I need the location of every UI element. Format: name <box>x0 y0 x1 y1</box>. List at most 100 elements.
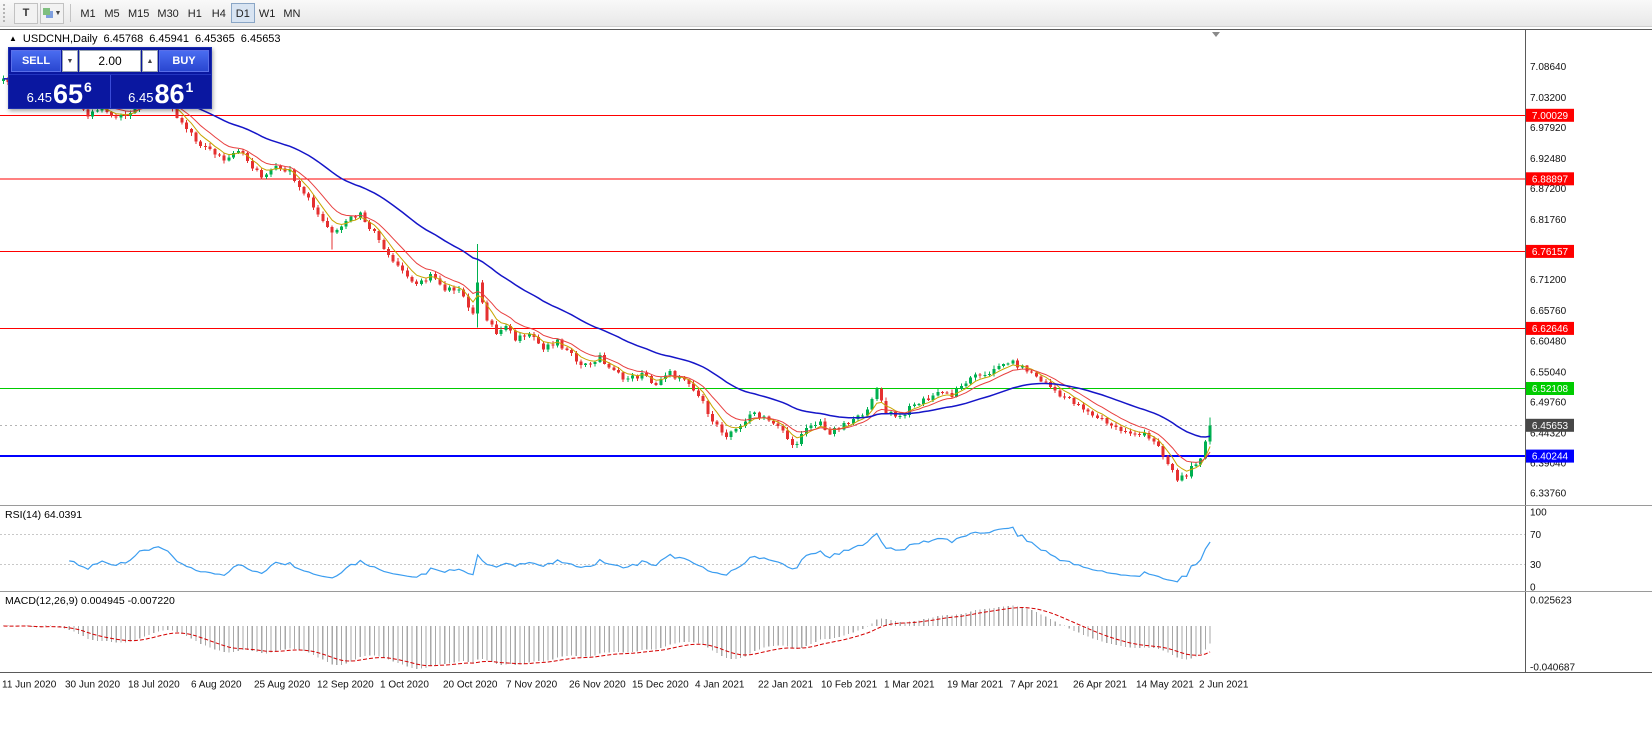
rsi-tick: 0 <box>1530 583 1536 594</box>
timeframe-w1[interactable]: W1 <box>258 8 276 20</box>
bid-small-digits: 6.45 <box>26 89 52 105</box>
price-tick: 7.08640 <box>1530 62 1567 73</box>
ma-period-10 <box>3 77 1211 463</box>
date-label: 1 Oct 2020 <box>380 680 429 691</box>
price-axis[interactable]: 7.08640 7.03200 6.97920 6.92480 6.87200 6.817… <box>1526 62 1574 500</box>
price-tick: 6.97920 <box>1530 123 1567 134</box>
date-label: 22 Jan 2021 <box>758 680 813 691</box>
trade-controls-row: SELL ▼ ▲ BUY <box>9 48 211 74</box>
date-label: 20 Oct 2020 <box>443 680 498 691</box>
date-label: 10 Feb 2021 <box>821 680 878 691</box>
lot-increase-button[interactable]: ▲ <box>142 50 158 72</box>
date-label: 18 Jul 2020 <box>128 680 180 691</box>
lot-size-input[interactable] <box>79 50 141 72</box>
price-tick: 6.87200 <box>1530 184 1567 195</box>
text-tool-icon[interactable]: T <box>14 2 38 24</box>
date-label: 4 Jan 2021 <box>695 680 745 691</box>
chart-shift-marker[interactable] <box>1212 32 1220 37</box>
pane-borders <box>0 29 1652 673</box>
chart-icon: ▲ <box>9 34 17 43</box>
ask-small-digits: 6.45 <box>128 89 154 105</box>
buy-button[interactable]: BUY <box>159 50 209 72</box>
price-tick: 7.03200 <box>1530 93 1567 104</box>
dropdown-arrow-icon: ▼ <box>54 9 62 17</box>
price-tag: 7.00029 <box>1526 108 1574 122</box>
price-tick: 6.65760 <box>1530 306 1567 317</box>
timeframe-m30[interactable]: M30 <box>157 8 179 20</box>
price-tick: 6.33760 <box>1530 489 1567 500</box>
timeframe-d1[interactable]: D1 <box>230 3 255 23</box>
bid-price-display[interactable]: 6.45 65 6 <box>9 75 110 108</box>
time-axis[interactable]: 11 Jun 2020 30 Jun 2020 18 Jul 2020 6 Aug 2… <box>2 680 1249 691</box>
rsi-tick: 100 <box>1530 508 1547 519</box>
date-label: 7 Nov 2020 <box>506 680 558 691</box>
price-tag: 6.52108 <box>1526 382 1574 395</box>
toolbar-separator <box>70 4 71 22</box>
toolbar-grip[interactable] <box>3 4 10 22</box>
date-label: 26 Nov 2020 <box>569 680 626 691</box>
macd-tick: 0.025623 <box>1530 596 1572 607</box>
price-divider <box>109 75 111 108</box>
quote-close: 6.45653 <box>240 33 281 45</box>
ask-big-digits: 86 <box>154 78 185 109</box>
date-label: 11 Jun 2020 <box>2 680 57 691</box>
price-tag: 6.62646 <box>1526 321 1574 335</box>
macd-label: MACD(12,26,9) 0.004945 -0.007220 <box>5 595 175 607</box>
date-label: 26 Apr 2021 <box>1073 680 1127 691</box>
ask-pip-digit: 1 <box>185 79 194 95</box>
rsi-tick: 30 <box>1530 560 1542 571</box>
rsi-line <box>69 526 1211 583</box>
price-tick: 6.44320 <box>1530 428 1567 439</box>
price-tick: 6.55040 <box>1530 367 1567 378</box>
timeframe-h1[interactable]: H1 <box>187 8 202 20</box>
date-label: 15 Dec 2020 <box>632 680 689 691</box>
svg-text:7.00029: 7.00029 <box>1532 111 1569 122</box>
timeframe-h4[interactable]: H4 <box>211 8 226 20</box>
svg-text:6.62646: 6.62646 <box>1532 324 1569 335</box>
ask-price-display[interactable]: 6.45 86 1 <box>111 75 212 108</box>
chart-title: ▲ USDCNH,Daily 6.45768 6.45941 6.45365 6… <box>9 33 287 45</box>
date-label: 7 Apr 2021 <box>1010 680 1059 691</box>
rsi-label: RSI(14) 64.0391 <box>5 509 83 521</box>
date-label: 2 Jun 2021 <box>1199 680 1249 691</box>
chart-templates-icon[interactable]: ▼ <box>40 2 64 24</box>
timeframe-m5[interactable]: M5 <box>104 8 120 20</box>
layers-icon <box>42 8 50 15</box>
macd-tick: -0.040687 <box>1530 663 1575 674</box>
bid-big-digits: 65 <box>52 78 84 109</box>
symbol-period-label: USDCNH,Daily <box>22 33 98 45</box>
price-tick: 6.81760 <box>1530 215 1567 226</box>
bid-pip-digit: 6 <box>84 79 92 95</box>
candles <box>2 73 1212 483</box>
horizontal-lines[interactable] <box>0 114 1525 458</box>
date-label: 14 May 2021 <box>1136 680 1194 691</box>
rsi-pane: 100 70 30 0 <box>0 508 1547 594</box>
ma-period-5 <box>3 77 1211 472</box>
timeframe-m1[interactable]: M1 <box>80 8 96 20</box>
svg-text:6.52108: 6.52108 <box>1532 384 1569 395</box>
moving-averages <box>3 77 1211 472</box>
date-label: 12 Sep 2020 <box>317 680 374 691</box>
price-tick: 6.60480 <box>1530 336 1567 347</box>
sell-button[interactable]: SELL <box>11 50 61 72</box>
timeframe-m15[interactable]: M15 <box>128 8 150 20</box>
quote-low: 6.45365 <box>195 33 235 45</box>
svg-text:6.45653: 6.45653 <box>1532 421 1569 432</box>
toolbar: T ▼ M1 M5 M15 M30 H1 H4 D1 W1 MN <box>0 0 1652 27</box>
svg-text:6.76157: 6.76157 <box>1532 247 1569 258</box>
price-tag: 6.88897 <box>1526 172 1574 186</box>
timeframe-mn[interactable]: MN <box>283 8 301 20</box>
text-tool-glyph: T <box>22 6 30 19</box>
svg-text:6.40244: 6.40244 <box>1532 452 1569 463</box>
trade-prices-row: 6.45 65 6 6.45 86 1 <box>9 74 211 108</box>
macd-pane: 0.025623 -0.040687 <box>2 596 1575 674</box>
date-label: 1 Mar 2021 <box>884 680 935 691</box>
ma-period-34 <box>3 77 1211 438</box>
price-tag: 6.76157 <box>1526 244 1574 258</box>
svg-text:6.88897: 6.88897 <box>1532 174 1569 185</box>
rsi-tick: 70 <box>1530 530 1542 541</box>
lot-decrease-button[interactable]: ▼ <box>62 50 78 72</box>
